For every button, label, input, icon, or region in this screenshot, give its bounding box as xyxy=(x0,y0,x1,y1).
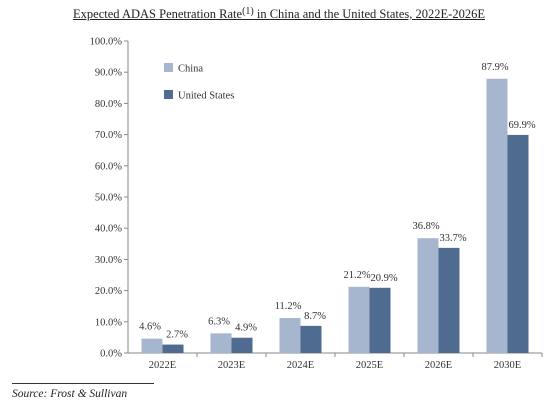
bar-united-states xyxy=(162,344,184,353)
data-label: 4.9% xyxy=(235,323,257,334)
bar-china xyxy=(279,318,301,353)
data-label: 11.2% xyxy=(275,301,302,312)
x-tick-label: 2024E xyxy=(287,360,314,371)
data-label: 6.3% xyxy=(208,316,230,327)
y-tick-label: 100.0% xyxy=(90,37,123,48)
x-tick-label: 2023E xyxy=(218,360,245,371)
y-tick-label: 20.0% xyxy=(95,286,122,297)
x-tick-label: 2022E xyxy=(149,360,176,371)
data-label: 21.2% xyxy=(343,270,370,281)
bar-china xyxy=(417,238,439,353)
legend-label-china: China xyxy=(178,64,203,75)
y-tick-label: 30.0% xyxy=(95,255,122,266)
bar-chart: 0.0% 10.0% 20.0% 30.0% 40.0% 50.0% 60.0% 70.0% 8… xyxy=(90,37,543,371)
x-tick-label: 2030E xyxy=(494,360,521,371)
bar-united-states xyxy=(231,337,253,353)
bar-united-states xyxy=(507,134,529,353)
y-tick-label: 90.0% xyxy=(95,68,122,79)
bar-united-states xyxy=(369,287,391,353)
y-tick-label: 70.0% xyxy=(95,130,122,141)
bar-china xyxy=(486,78,508,353)
bar-china xyxy=(348,286,370,353)
data-label: 36.8% xyxy=(412,221,439,232)
bar-united-states xyxy=(438,247,460,353)
source-rule xyxy=(12,383,154,384)
y-tick-label: 10.0% xyxy=(95,317,122,328)
data-label: 87.9% xyxy=(481,62,508,73)
bar-china xyxy=(141,338,163,353)
chart-title: Expected ADAS Penetration Rate(1) in Chi… xyxy=(0,6,558,22)
bar-china xyxy=(210,333,232,353)
data-label: 20.9% xyxy=(370,273,397,284)
data-label: 2.7% xyxy=(166,330,188,341)
bar-united-states xyxy=(300,325,322,353)
data-label: 69.9% xyxy=(508,120,535,131)
source-note: Source: Frost & Sullivan xyxy=(12,388,128,400)
legend-swatch-china xyxy=(164,63,173,72)
y-tick-label: 40.0% xyxy=(95,224,122,235)
y-tick-label: 50.0% xyxy=(95,193,122,204)
title-main: Expected ADAS Penetration Rate xyxy=(73,7,243,21)
y-tick-label: 60.0% xyxy=(95,161,122,172)
data-label: 4.6% xyxy=(139,322,161,333)
data-label: 33.7% xyxy=(439,233,466,244)
title-footnote: (1) xyxy=(242,6,254,17)
x-tick-label: 2026E xyxy=(425,360,452,371)
data-label: 8.7% xyxy=(304,311,326,322)
legend-label-united-states: United States xyxy=(178,91,234,102)
x-tick-label: 2025E xyxy=(356,360,383,371)
legend-swatch-united-states xyxy=(164,90,173,99)
y-tick-label: 80.0% xyxy=(95,99,122,110)
title-rest: in China and the United States, 2022E-20… xyxy=(253,7,485,21)
y-tick-label: 0.0% xyxy=(100,349,122,360)
